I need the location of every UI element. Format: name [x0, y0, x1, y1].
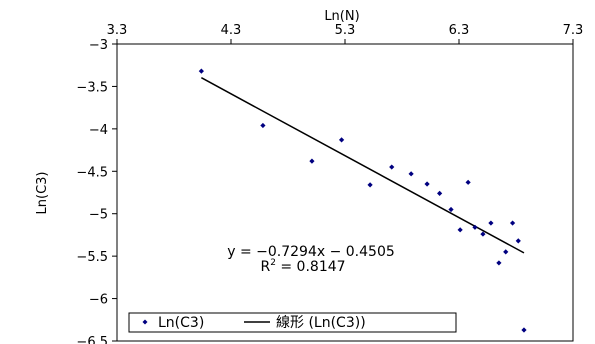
- data-point: [424, 181, 430, 187]
- x-axis-title: Ln(N): [324, 9, 359, 24]
- x-axis: 3.3 4.3 5.3 6.3 7.3: [107, 23, 584, 44]
- data-point: [521, 327, 527, 333]
- y-tick-label: −5.5: [76, 250, 108, 265]
- y-tick-label: −4: [89, 123, 108, 138]
- r-squared-label: R2 = 0.8147: [260, 258, 345, 275]
- trendline-layer: [201, 77, 525, 254]
- data-point: [408, 171, 414, 177]
- data-point: [309, 158, 315, 164]
- x-tick-label: 3.3: [107, 23, 128, 38]
- y-tick-label: −6.5: [76, 335, 108, 344]
- x-tick-label: 5.3: [335, 23, 356, 38]
- legend-diamond-marker: [142, 319, 148, 325]
- legend: Ln(C3) 線形 (Ln(C3)): [128, 312, 457, 333]
- r-squared-letter: R: [260, 259, 270, 275]
- data-point: [480, 231, 486, 237]
- data-point: [457, 227, 463, 233]
- y-tick-label: −5: [89, 208, 108, 223]
- data-points: [198, 68, 527, 333]
- data-point: [389, 164, 395, 170]
- data-point: [472, 224, 478, 230]
- y-tick-label: −3.5: [76, 80, 108, 95]
- r-squared-exponent: 2: [270, 258, 276, 268]
- trendline-equation: y = −0.7294x − 0.4505: [227, 244, 395, 260]
- legend-box: [128, 312, 457, 333]
- y-axis: −3 −3.5 −4 −4.5 −5 −5.5 −6 −6.5: [76, 38, 117, 344]
- data-point: [198, 68, 204, 74]
- x-tick-label: 7.3: [563, 23, 584, 38]
- y-tick-label: −4.5: [76, 165, 108, 180]
- y-tick-label: −3: [89, 38, 108, 53]
- data-point: [515, 238, 521, 244]
- legend-series-label: Ln(C3): [158, 315, 204, 331]
- legend-trend-label: 線形 (Ln(C3)): [276, 315, 366, 331]
- data-point: [496, 260, 502, 266]
- x-tick-label: 4.3: [221, 23, 242, 38]
- data-point: [503, 249, 509, 255]
- data-point: [437, 190, 443, 196]
- data-point: [338, 137, 345, 143]
- data-point: [367, 182, 373, 188]
- y-tick-label: −6: [89, 293, 108, 308]
- data-point: [260, 122, 266, 129]
- data-point: [488, 220, 494, 226]
- data-point: [509, 220, 516, 226]
- data-point: [465, 179, 471, 185]
- data-point: [448, 206, 454, 213]
- y-axis-title: Ln(C3): [35, 172, 50, 215]
- trendline: [201, 77, 525, 254]
- r-squared-value: = 0.8147: [276, 259, 346, 275]
- plot-area: [116, 43, 574, 342]
- x-tick-label: 6.3: [449, 23, 470, 38]
